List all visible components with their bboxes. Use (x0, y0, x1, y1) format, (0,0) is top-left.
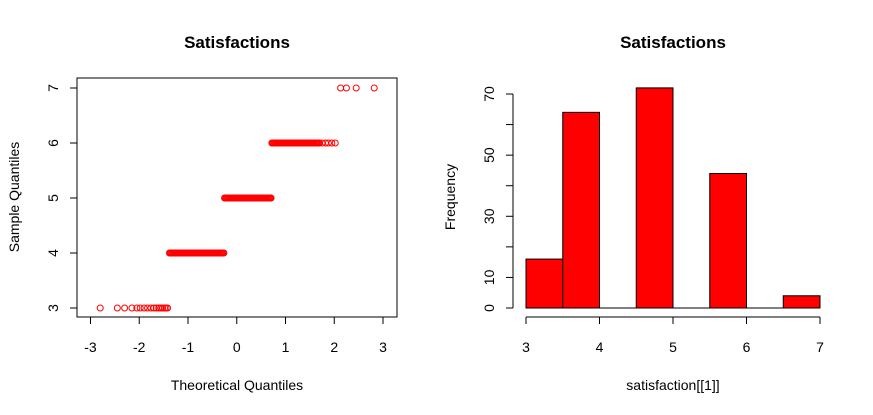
qq-points (96, 84, 378, 312)
hist-x-tick-label: 6 (743, 339, 751, 355)
qq-point (140, 304, 148, 312)
qq-x-tick-label: -1 (182, 339, 195, 355)
hist-title: Satisfactions (620, 33, 726, 52)
qq-point (128, 304, 136, 312)
hist-y-axis: 0 10 30 50 70 (481, 86, 514, 312)
qq-point (150, 304, 158, 312)
hist-x-tick-label: 7 (816, 339, 824, 355)
qq-point (136, 304, 144, 312)
qq-x-tick-label: 3 (379, 339, 387, 355)
qq-point (324, 139, 332, 147)
qq-point (331, 139, 339, 147)
qq-point (133, 304, 141, 312)
qq-y-tick-label: 7 (45, 84, 61, 92)
hist-x-tick-label: 5 (669, 339, 677, 355)
qq-x-tick-label: 0 (233, 339, 241, 355)
qq-x-tick-label: 2 (330, 339, 338, 355)
qq-point (328, 139, 336, 147)
qq-x-label: Theoretical Quantiles (171, 377, 303, 393)
hist-bar (782, 295, 821, 309)
hist-y-tick-label: 50 (481, 147, 497, 163)
qq-point (157, 304, 165, 312)
hist-y-tick-label: 10 (481, 269, 497, 285)
qq-point (159, 304, 167, 312)
qq-title: Satisfactions (184, 33, 290, 52)
hist-x-tick-label: 3 (522, 339, 530, 355)
hist-x-tick-label: 4 (596, 339, 604, 355)
qq-point (337, 84, 345, 92)
qq-point (121, 304, 129, 312)
qq-x-tick-label: 1 (282, 339, 290, 355)
qq-y-tick-label: 3 (45, 304, 61, 312)
qq-point (267, 194, 275, 202)
qq-point (220, 249, 228, 257)
qq-point (370, 84, 378, 92)
hist-bar (562, 111, 600, 309)
hist-bar (709, 172, 747, 309)
qq-x-tick-label: -2 (133, 339, 146, 355)
qq-y-tick-label: 4 (45, 249, 61, 257)
hist-bar (635, 87, 674, 309)
qq-y-axis: 3 4 5 6 7 (45, 84, 77, 312)
hist-y-tick-label: 0 (481, 304, 497, 312)
qq-point (342, 84, 350, 92)
qq-point (113, 304, 121, 312)
hist-y-label: Frequency (442, 164, 458, 230)
hist-bar (525, 258, 564, 309)
hist-y-tick-label: 70 (481, 86, 497, 102)
qq-point (96, 304, 104, 312)
qq-y-tick-label: 6 (45, 139, 61, 147)
qq-x-tick-label: -3 (84, 339, 97, 355)
hist-x-axis: 3 4 5 6 7 (522, 316, 824, 355)
hist-x-label: satisfaction[[1]] (626, 377, 719, 393)
qq-point (147, 304, 155, 312)
qq-y-tick-label: 5 (45, 194, 61, 202)
qq-point (164, 304, 172, 312)
qq-point (352, 84, 360, 92)
hist-y-tick-label: 30 (481, 208, 497, 224)
hist-bars (525, 87, 821, 309)
qq-y-label: Sample Quantiles (6, 142, 22, 253)
qq-x-axis: -3 -2 -1 0 1 2 3 (84, 317, 387, 355)
